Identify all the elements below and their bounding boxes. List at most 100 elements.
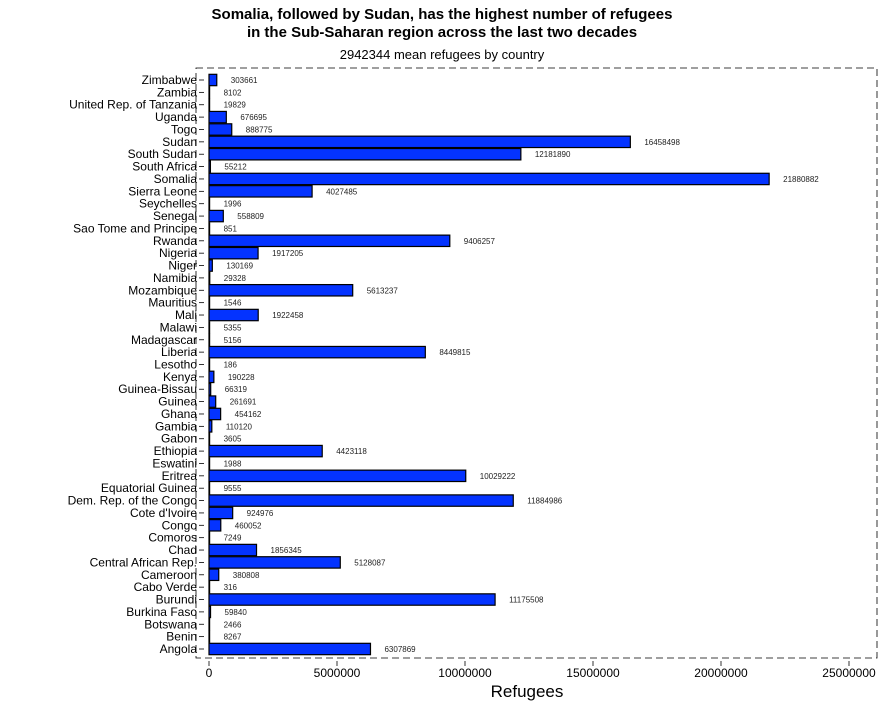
chart-title-line-2: in the Sub-Saharan region across the las… (246, 24, 638, 41)
y-tick-label-dem-rep-of-the-congo: Dem. Rep. of the Congo (68, 494, 198, 508)
bar-eswatini (208, 457, 211, 470)
bar-gabon (208, 432, 211, 446)
data-label-somalia: 21880882 (783, 175, 819, 184)
x-tick-label-3: 15000000 (566, 666, 620, 680)
bar-liberia (208, 345, 426, 359)
y-tick-label-chad: Chad (168, 543, 197, 557)
data-label-nigeria: 1917205 (272, 249, 304, 258)
data-label-niger: 130169 (226, 262, 253, 271)
bar-south-sudan (208, 147, 522, 161)
x-axis: 0 5000000 10000000 15000000 20000000 25000000 (206, 661, 876, 680)
y-tick-label-nigeria: Nigeria (159, 246, 197, 260)
x-tick-label-2: 10000000 (438, 666, 492, 680)
bar-sao-tome-and-principe (208, 222, 211, 235)
bar-sierra-leone (208, 185, 313, 198)
data-label-guinea-bissau: 66319 (225, 385, 248, 394)
data-label-gambia: 110120 (226, 422, 253, 431)
y-tick-label-zimbabwe: Zimbabwe (142, 73, 198, 87)
bar-eritrea (208, 469, 467, 483)
bar-benin (208, 630, 211, 643)
data-label-sao-tome-and-principe: 851 (224, 224, 238, 233)
x-tick-label-5: 25000000 (822, 666, 876, 680)
bar-congo (208, 519, 222, 532)
data-label-senegal: 558809 (237, 212, 264, 221)
bar-burundi (208, 593, 496, 606)
y-tick-label-gabon: Gabon (161, 432, 197, 446)
bar-cabo-verde (208, 580, 211, 594)
bar-malawi (208, 321, 211, 334)
y-tick-label-kenya: Kenya (163, 370, 197, 384)
data-label-togo: 888775 (246, 125, 273, 134)
bar-cote-d-ivoire (208, 506, 234, 520)
bar-mali (208, 308, 259, 322)
y-tick-label-uganda: Uganda (155, 110, 197, 124)
data-label-cote-d-ivoire: 924976 (247, 509, 274, 518)
y-tick-label-angola: Angola (160, 642, 198, 656)
y-tick-label-seychelles: Seychelles (139, 197, 197, 211)
y-tick-label-sierra-leone: Sierra Leone (128, 184, 197, 198)
bar-nigeria (208, 246, 259, 260)
data-label-chad: 1856345 (271, 546, 303, 555)
y-tick-label-eritrea: Eritrea (162, 469, 198, 483)
bar-south-africa (208, 160, 212, 173)
y-tick-label-sudan: Sudan (162, 135, 197, 149)
bar-seychelles (208, 197, 211, 210)
data-label-liberia: 8449815 (439, 348, 471, 357)
data-label-zambia: 8102 (224, 88, 242, 97)
y-tick-label-malawi: Malawi (160, 320, 197, 334)
y-tick-label-comoros: Comoros (148, 531, 197, 545)
y-tick-label-senegal: Senegal (153, 209, 197, 223)
data-label-madagascar: 5156 (224, 336, 242, 345)
data-label-mali: 1922458 (272, 311, 304, 320)
bar-kenya (208, 370, 215, 384)
y-tick-label-ethiopia: Ethiopia (154, 444, 198, 458)
chart-title: Somalia, followed by Sudan, has the high… (0, 6, 884, 42)
bar-gambia (208, 420, 213, 433)
bar-chad (208, 543, 258, 557)
chart-title-line-1: Somalia, followed by Sudan, has the high… (211, 6, 673, 23)
data-label-zimbabwe: 303661 (231, 76, 258, 85)
data-label-mozambique: 5613237 (367, 286, 399, 295)
bar-senegal (208, 209, 224, 223)
bar-guinea (208, 395, 217, 408)
bars-group (208, 73, 770, 656)
data-label-equatorial-guinea: 9555 (224, 484, 242, 493)
data-label-ghana: 454162 (235, 410, 262, 419)
data-label-burundi: 11175508 (509, 596, 544, 605)
data-label-gabon: 3605 (224, 435, 242, 444)
y-tick-label-gambia: Gambia (155, 419, 197, 433)
y-tick-label-togo: Togo (171, 122, 197, 136)
y-tick-label-somalia: Somalia (154, 172, 198, 186)
y-tick-label-south-africa: South Africa (132, 160, 197, 174)
data-label-south-sudan: 12181890 (535, 150, 571, 159)
y-tick-label-zambia: Zambia (157, 85, 197, 99)
y-tick-label-congo: Congo (162, 518, 198, 532)
bar-united-rep-of-tanzania (208, 98, 211, 112)
data-label-eswatini: 1988 (224, 459, 242, 468)
bar-equatorial-guinea (208, 481, 211, 495)
data-label-congo: 460052 (235, 521, 262, 530)
data-label-united-rep-of-tanzania: 19829 (224, 101, 247, 110)
data-label-benin: 8267 (224, 633, 242, 642)
data-label-angola: 6307869 (384, 645, 416, 654)
plot-panel-border (195, 67, 878, 659)
y-tick-label-niger: Niger (168, 259, 197, 273)
y-tick-label-guinea: Guinea (158, 395, 197, 409)
y-tick-label-burundi: Burundi (156, 593, 197, 607)
x-tick-label-0: 0 (206, 666, 213, 680)
data-label-cameroon: 380808 (233, 571, 260, 580)
data-label-burkina-faso: 59840 (225, 608, 248, 617)
data-label-botswana: 2466 (224, 620, 242, 629)
data-label-lesotho: 186 (224, 361, 238, 370)
bar-comoros (208, 531, 211, 544)
bar-ghana (208, 407, 222, 421)
data-label-ethiopia: 4423118 (336, 447, 367, 456)
data-labels: 303661 8102 19829 676695 888775 16458498 12181… (224, 76, 820, 654)
chart-subtitle: 2942344 mean refugees by country (339, 47, 545, 62)
y-tick-label-namibia: Namibia (153, 271, 197, 285)
y-tick-label-mali: Mali (175, 308, 197, 322)
y-tick-label-cameroon: Cameroon (141, 568, 197, 582)
y-tick-label-sao-tome-and-principe: Sao Tome and Principe (73, 221, 197, 235)
